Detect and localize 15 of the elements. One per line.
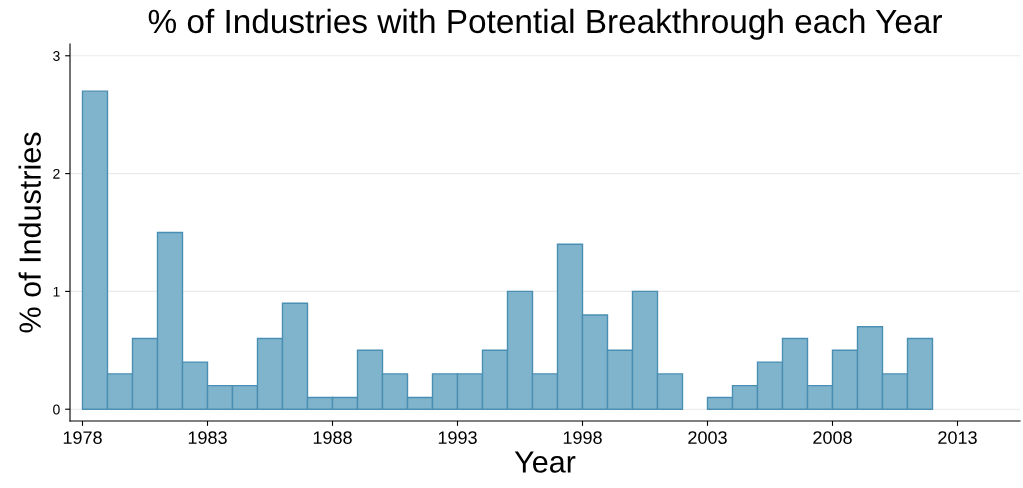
y-axis-title: % of Industries	[18, 132, 41, 333]
x-tick-label: 1988	[313, 431, 352, 444]
x-axis-title: Year	[514, 451, 576, 473]
y-tick-label: 2	[53, 168, 60, 179]
x-tick-label: 1993	[438, 431, 477, 444]
x-tick-label: 2013	[938, 431, 977, 444]
x-tick-label: 1998	[563, 431, 602, 444]
y-tick-label: 0	[53, 404, 60, 415]
chart-title: % of Industries with Potential Breakthrough each Year	[148, 8, 942, 40]
y-tick-label: 3	[53, 51, 60, 61]
y-tick-label: 1	[53, 286, 60, 297]
x-tick-label: 2008	[813, 431, 852, 444]
x-tick-label: 2003	[688, 431, 727, 444]
x-tick-label: 1983	[188, 431, 227, 444]
x-tick-label: 1978	[63, 431, 102, 444]
